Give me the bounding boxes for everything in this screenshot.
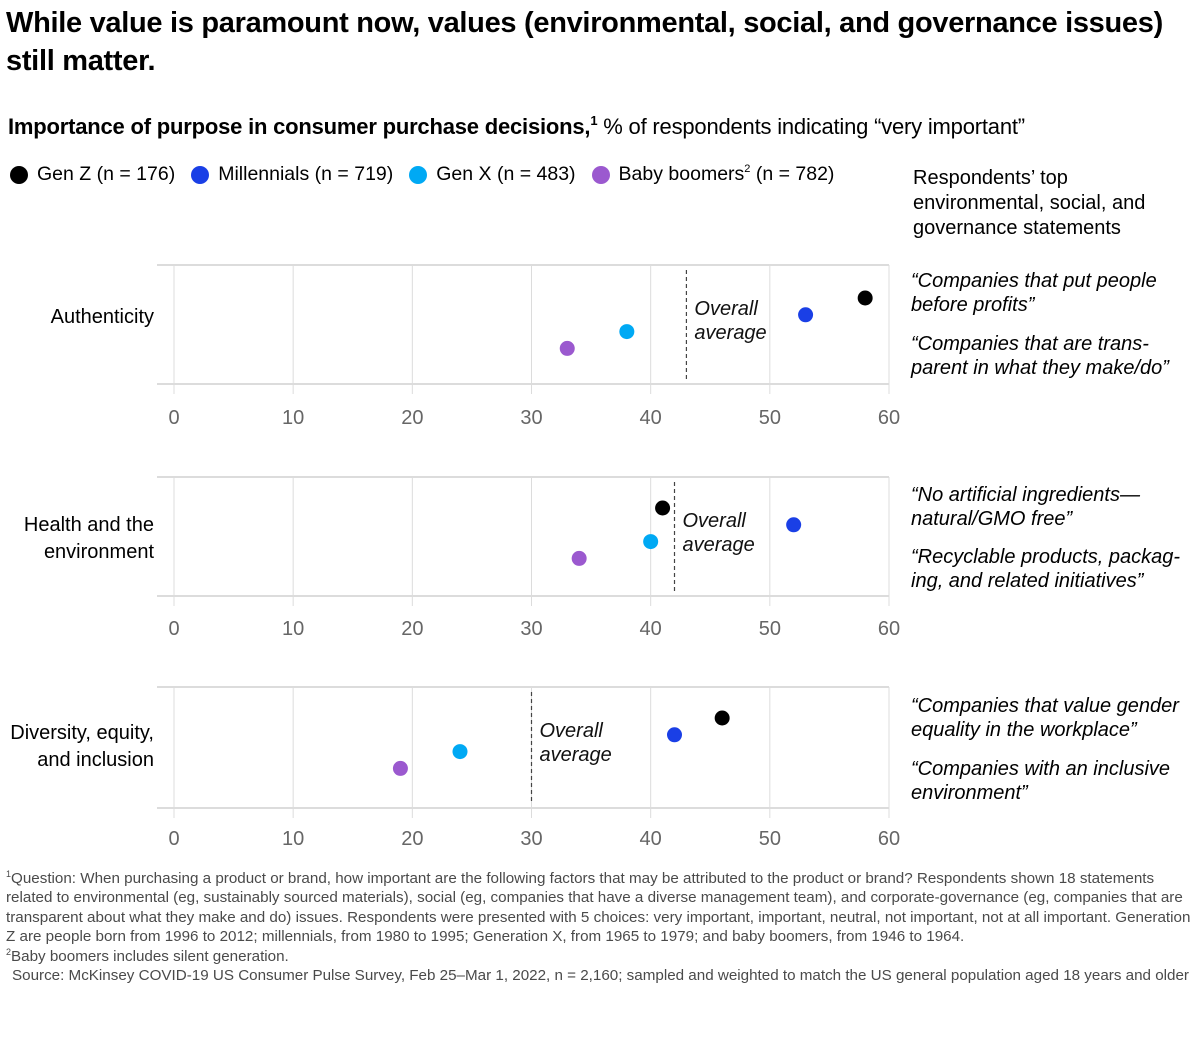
footnote-ref-1: 1 bbox=[590, 113, 598, 128]
statement-health-2: “Recyclable products, packag-ing, and re… bbox=[911, 546, 1181, 592]
overall-average-label: Overall bbox=[694, 298, 758, 320]
category-label-line: Authenticity bbox=[50, 306, 154, 328]
legend-label: Gen Z (n = 176) bbox=[37, 163, 176, 185]
statements-header: Respondents’ top environmental, social, … bbox=[913, 167, 1146, 239]
statement-diversity-1: “Companies that value gender equality in… bbox=[911, 695, 1179, 741]
footnote-marker: 1 bbox=[6, 869, 12, 879]
x-tick-label: 60 bbox=[878, 618, 900, 640]
data-point bbox=[452, 744, 468, 760]
category-label-diversity: Diversity, equity, and inclusion bbox=[10, 720, 154, 774]
x-tick-label: 0 bbox=[168, 618, 179, 640]
legend-dot-icon bbox=[10, 165, 28, 184]
x-tick-label: 20 bbox=[401, 407, 423, 429]
overall-average-label: average bbox=[694, 322, 766, 344]
x-tick-label: 60 bbox=[878, 407, 900, 429]
x-tick-label: 10 bbox=[282, 407, 304, 429]
statement-health-1: “No artificial ingredients—natural/GMO f… bbox=[911, 484, 1140, 530]
chart-subtitle: Importance of purpose in consumer purcha… bbox=[8, 112, 1025, 142]
x-tick-label: 30 bbox=[520, 618, 542, 640]
overall-average-label: Overall bbox=[683, 510, 747, 532]
footnote-text: Question: When purchasing a product or b… bbox=[6, 870, 1191, 946]
legend-dot-icon bbox=[191, 165, 210, 184]
x-tick-label: 20 bbox=[401, 828, 423, 850]
data-point bbox=[786, 517, 802, 533]
category-label-authenticity: Authenticity bbox=[51, 304, 154, 331]
legend-item-baby-boomers: Baby boomers2 (n = 782) bbox=[591, 163, 835, 186]
x-tick-label: 0 bbox=[168, 828, 179, 850]
legend-item-millennials: Millennials (n = 719) bbox=[191, 163, 393, 186]
legend-item-gen-x: Gen X (n = 483) bbox=[409, 163, 576, 186]
data-point bbox=[857, 290, 873, 306]
footnote-2: 2Baby boomers includes silent generation… bbox=[6, 947, 1196, 966]
category-label-health: Health and the environment bbox=[24, 512, 154, 566]
data-point bbox=[798, 307, 814, 323]
legend: Gen Z (n = 176) Millennials (n = 719) Ge… bbox=[10, 163, 850, 186]
x-tick-label: 50 bbox=[759, 407, 781, 429]
legend-label-n: (n = 782) bbox=[750, 163, 835, 185]
footnote-1: 1Question: When purchasing a product or … bbox=[6, 869, 1196, 947]
x-tick-label: 50 bbox=[759, 618, 781, 640]
x-tick-label: 20 bbox=[401, 618, 423, 640]
subtitle-bold: Importance of purpose in consumer purcha… bbox=[8, 114, 591, 139]
legend-label: Millennials (n = 719) bbox=[218, 163, 394, 185]
x-tick-label: 50 bbox=[759, 828, 781, 850]
data-point bbox=[571, 550, 587, 566]
legend-item-gen-z: Gen Z (n = 176) bbox=[10, 163, 175, 186]
x-tick-label: 60 bbox=[878, 828, 900, 850]
x-tick-label: 30 bbox=[520, 407, 542, 429]
statement-authenticity-1: “Companies that put people before profit… bbox=[911, 270, 1157, 316]
category-label-line: Health and the bbox=[23, 514, 154, 536]
category-label-line: environment bbox=[43, 541, 154, 563]
x-tick-label: 40 bbox=[640, 828, 662, 850]
data-point bbox=[655, 500, 671, 516]
x-tick-label: 10 bbox=[282, 828, 304, 850]
x-tick-label: 0 bbox=[168, 407, 179, 429]
statement-authenticity-2: “Companies that are trans-parent in what… bbox=[911, 333, 1169, 379]
source-note: Source: McKinsey COVID-19 US Consumer Pu… bbox=[12, 967, 1189, 985]
data-point bbox=[559, 340, 575, 356]
legend-label-text: Baby boomers bbox=[618, 163, 745, 185]
data-point bbox=[667, 727, 682, 743]
x-tick-label: 40 bbox=[640, 407, 662, 429]
data-point bbox=[643, 534, 659, 550]
overall-average-label: average bbox=[540, 744, 612, 766]
category-label-line: Diversity, equity, bbox=[10, 722, 154, 744]
footnote-ref-2: 2 bbox=[744, 163, 751, 175]
statement-diversity-2: “Companies with an inclusive environment… bbox=[911, 758, 1171, 804]
footnote-text: Baby boomers includes silent generation. bbox=[11, 947, 289, 965]
legend-dot-icon bbox=[591, 165, 610, 184]
data-point bbox=[392, 760, 408, 776]
category-label-line: and inclusion bbox=[37, 749, 154, 771]
overall-average-label: Overall bbox=[540, 720, 604, 742]
x-tick-label: 40 bbox=[640, 618, 662, 640]
chart-title: While value is paramount now, values (en… bbox=[6, 7, 1163, 77]
legend-label: Gen X (n = 483) bbox=[436, 163, 576, 185]
x-tick-label: 30 bbox=[520, 828, 542, 850]
x-tick-label: 10 bbox=[282, 618, 304, 640]
data-point bbox=[619, 324, 635, 340]
footnotes: 1Question: When purchasing a product or … bbox=[6, 869, 1196, 985]
legend-dot-icon bbox=[409, 165, 428, 184]
legend-label: Baby boomers2 (n = 782) bbox=[619, 163, 835, 186]
footnote-marker: 2 bbox=[6, 946, 12, 957]
data-point bbox=[714, 710, 730, 726]
overall-average-label: average bbox=[683, 534, 755, 556]
subtitle-unit: % of respondents indicating “very import… bbox=[597, 114, 1025, 139]
